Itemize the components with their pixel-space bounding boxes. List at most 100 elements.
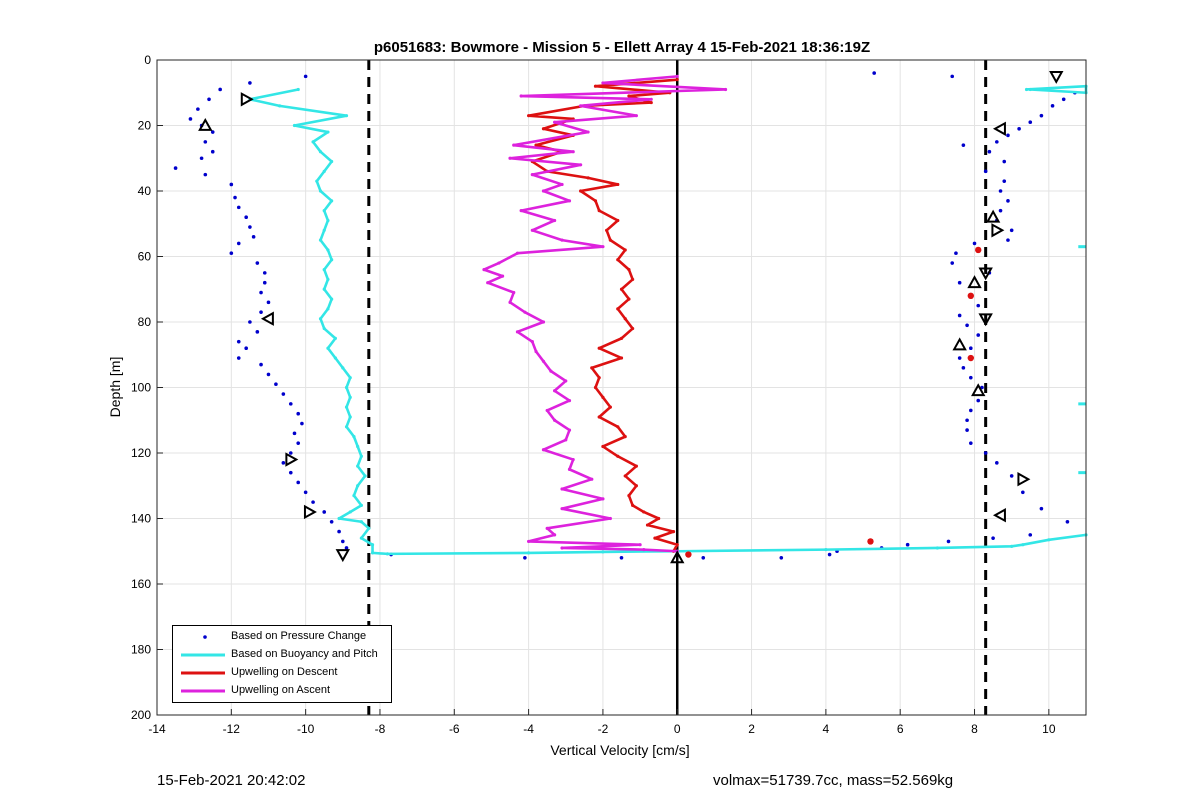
x-tick-label: -2 — [598, 722, 609, 736]
series-based-on-buoyancy-and-pitch-point — [824, 548, 828, 552]
series-based-on-pressure-change-point — [292, 431, 297, 436]
series-based-on-buoyancy-and-pitch-point — [527, 551, 531, 555]
series-based-on-buoyancy-and-pitch-point — [326, 248, 330, 252]
series-based-on-buoyancy-and-pitch-point — [341, 366, 345, 370]
series-based-on-pressure-change-point — [329, 519, 334, 524]
series-based-on-pressure-change-point — [969, 408, 973, 413]
triangle-marker — [978, 313, 993, 327]
series-based-on-pressure-change-point — [1050, 104, 1055, 108]
series-based-on-pressure-change-point — [296, 441, 301, 445]
series-based-on-pressure-change-point — [248, 225, 252, 229]
series-based-on-pressure-change-point — [251, 235, 256, 239]
legend-label: Upwelling on Descent — [231, 666, 338, 678]
y-tick-label: 0 — [144, 53, 151, 67]
series-based-on-pressure-change-point — [281, 392, 286, 396]
series-based-on-buoyancy-and-pitch-point — [359, 536, 363, 540]
series-based-on-pressure-change-point — [1006, 133, 1010, 138]
series-upwelling-on-ascent-point — [541, 448, 546, 452]
series-based-on-pressure-change-point — [288, 402, 293, 406]
series-based-on-buoyancy-and-pitch-point — [330, 258, 334, 262]
y-tick-label: 200 — [131, 708, 151, 722]
series-upwelling-on-ascent-point — [553, 218, 557, 223]
series-based-on-pressure-change-point — [196, 107, 200, 111]
series-based-on-buoyancy-and-pitch-point — [348, 395, 352, 399]
triangle-marker — [198, 117, 213, 131]
series-upwelling-on-ascent-point — [560, 238, 564, 242]
series-upwelling-on-descent-point — [597, 346, 601, 350]
series-based-on-pressure-change-point — [344, 546, 349, 550]
x-tick-label: 10 — [1042, 722, 1056, 736]
series-upwelling-on-descent-point — [579, 189, 583, 193]
series-based-on-buoyancy-and-pitch-point — [333, 356, 337, 360]
series-upwelling-on-descent-point — [657, 516, 661, 521]
series-based-on-pressure-change-point — [1009, 474, 1014, 478]
series-upwelling-on-ascent-point — [564, 379, 568, 383]
series-upwelling-on-ascent-point — [601, 81, 605, 85]
legend-item-buoyancy: Based on Buoyancy and Pitch — [173, 647, 391, 664]
series-upwelling-on-descent-point — [631, 326, 635, 331]
series-based-on-buoyancy-and-pitch-point — [296, 87, 300, 92]
series-upwelling-on-ascent-point — [608, 516, 612, 521]
series-upwelling-on-descent-point — [616, 425, 620, 429]
series-based-on-buoyancy-and-pitch-point — [370, 551, 375, 555]
x-tick-label: -14 — [148, 722, 166, 736]
x-tick-label: 0 — [674, 722, 681, 736]
y-tick-label: 60 — [138, 250, 152, 264]
series-based-on-pressure-change-point — [1002, 179, 1007, 183]
series-based-on-pressure-change-point — [248, 320, 252, 324]
series-upwelling-on-descent-point — [616, 307, 620, 311]
series-upwelling-on-ascent-point — [519, 209, 523, 213]
series-based-on-pressure-change-point — [983, 169, 988, 174]
series-upwelling-on-ascent-point — [586, 130, 590, 134]
series-based-on-pressure-change-point — [337, 529, 341, 534]
x-tick-label: 4 — [823, 722, 830, 736]
series-based-on-pressure-change-point — [779, 556, 784, 560]
series-upwelling-on-ascent-point — [549, 369, 553, 373]
series-upwelling-on-ascent-point — [723, 87, 728, 92]
series-upwelling-on-descent-point — [608, 238, 612, 242]
series-based-on-pressure-change-point — [229, 251, 234, 256]
marker-layer — [198, 70, 1086, 564]
series-based-on-buoyancy-and-pitch-point — [318, 317, 323, 321]
series-upwelling-on-ascent-point — [545, 526, 549, 530]
series-upwelling-on-descent-point — [616, 454, 620, 458]
series-based-on-buoyancy-and-pitch-point — [363, 474, 367, 478]
series-based-on-pressure-change-point — [203, 172, 208, 177]
series-upwelling-on-descent-point — [616, 218, 620, 223]
series-upwelling-on-ascent-point — [634, 114, 638, 118]
series-based-on-buoyancy-and-pitch-point — [322, 228, 326, 232]
series-based-on-pressure-change-point — [995, 140, 999, 144]
series-upwelling-on-descent-point — [597, 376, 601, 380]
series-upwelling-on-ascent-point — [486, 281, 490, 285]
series-based-on-buoyancy-and-pitch-point — [359, 520, 363, 524]
series-based-on-buoyancy-and-pitch-point — [352, 435, 356, 439]
series-based-on-pressure-change-point — [1002, 159, 1007, 164]
series-upwelling-on-descent-point — [593, 199, 598, 203]
legend-item-ascent: Upwelling on Ascent — [173, 683, 391, 700]
series-based-on-pressure-change-point — [296, 411, 301, 416]
series-upwelling-on-ascent-point — [553, 389, 557, 393]
grid-lines — [156, 59, 1086, 716]
series-upwelling-on-descent-point — [675, 78, 679, 82]
series-based-on-buoyancy-and-pitch-point — [601, 550, 605, 554]
red-dot-marker — [967, 354, 975, 362]
legend-item-descent: Upwelling on Descent — [173, 665, 391, 682]
series-upwelling-on-ascent-point — [530, 173, 534, 177]
series-upwelling-on-ascent-point — [512, 143, 516, 147]
series-upwelling-on-descent-point — [616, 258, 620, 262]
series-based-on-buoyancy-and-pitch-point — [326, 130, 330, 134]
series-based-on-buoyancy-and-pitch-point — [326, 277, 330, 282]
series-upwelling-on-descent-point — [590, 366, 594, 370]
axis-ticks: -14 -12 -10 -8 -6 -4 -2 0 2 4 6 8 100204060801001201… — [131, 53, 1056, 736]
series-upwelling-on-ascent-point — [500, 274, 505, 278]
series-based-on-buoyancy-and-pitch-near-surface-line — [1026, 84, 1088, 95]
series-upwelling-on-descent-point — [634, 484, 638, 488]
series-based-on-buoyancy-and-pitch-point — [318, 189, 323, 193]
reference-lines — [367, 60, 988, 715]
series-based-on-pressure-change-point — [827, 552, 832, 557]
series-based-on-pressure-change-point — [1006, 199, 1010, 203]
series-based-on-buoyancy-and-pitch-point — [352, 493, 356, 498]
series-based-on-buoyancy-and-pitch-point — [356, 484, 360, 488]
series-upwelling-on-ascent-point — [482, 268, 486, 272]
series-based-on-pressure-change-point — [296, 480, 301, 485]
